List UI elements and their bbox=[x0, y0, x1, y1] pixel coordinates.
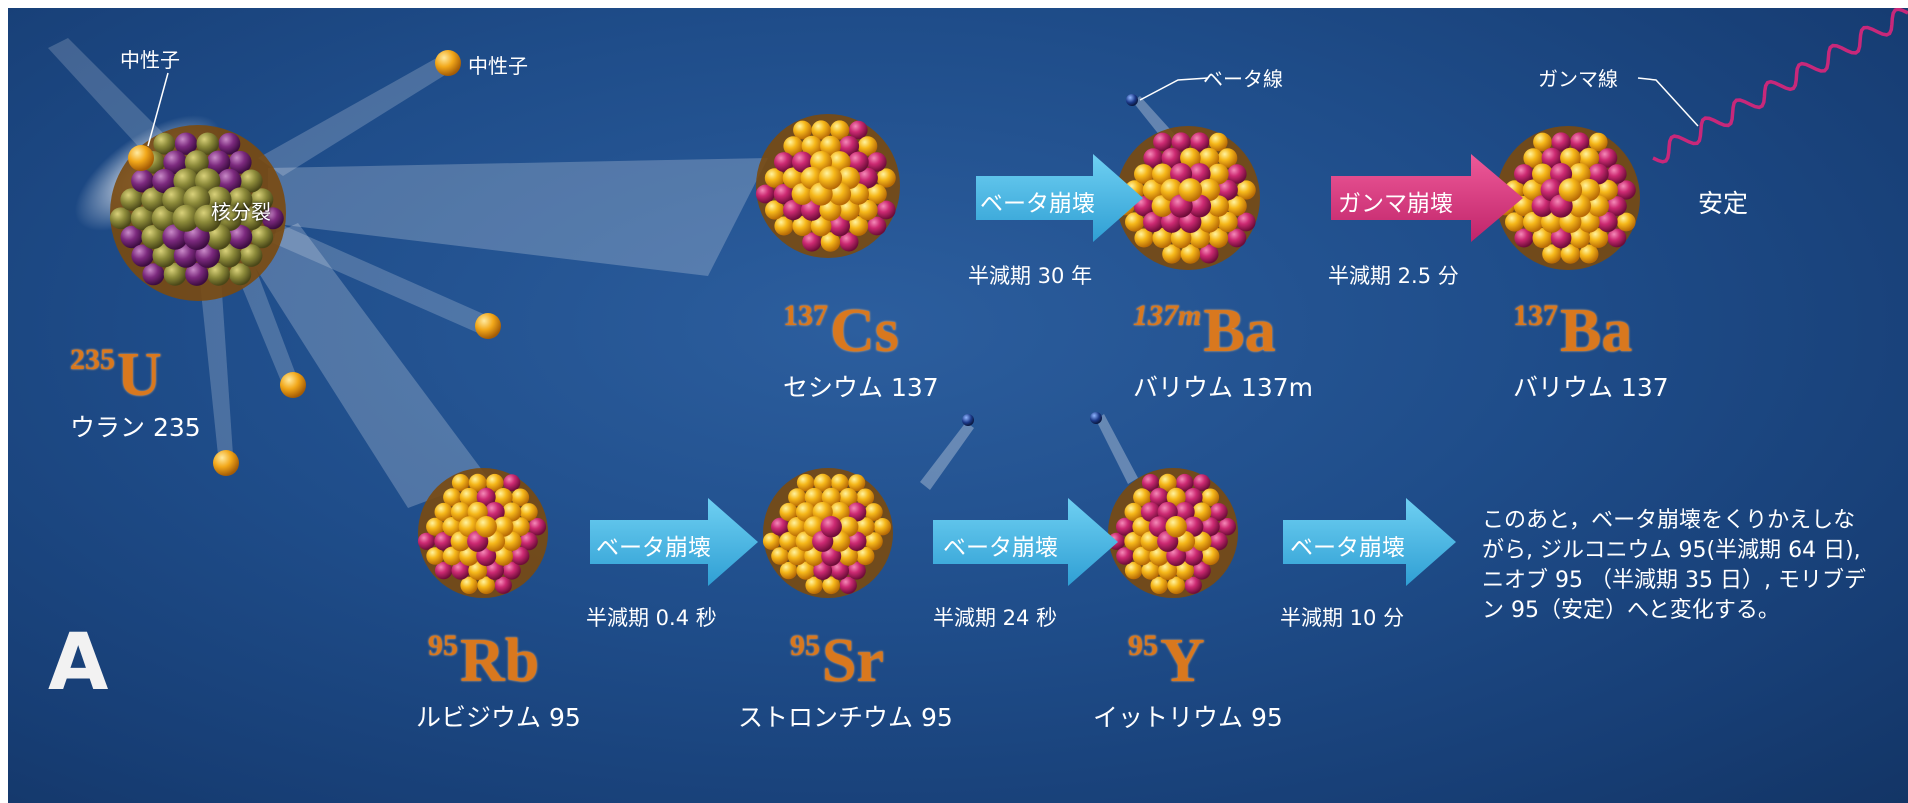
ba137m-nucleus bbox=[1115, 126, 1260, 270]
fission-label: 核分裂 bbox=[211, 200, 271, 224]
y95-name: イットリウム 95 bbox=[1093, 703, 1283, 732]
diagram-graphics bbox=[48, 8, 1908, 598]
y95-symbol: 95Y bbox=[1128, 626, 1205, 697]
rb95-element: Rb bbox=[460, 627, 540, 695]
decay-arrows bbox=[590, 154, 1523, 586]
electron-ba137m bbox=[1126, 94, 1138, 106]
ba137-nucleus bbox=[1495, 126, 1640, 270]
sr95-mass: 95 bbox=[790, 629, 820, 662]
ba137m-name: バリウム 137m bbox=[1133, 373, 1314, 402]
arrow-y-onward bbox=[1283, 498, 1456, 586]
y95-mass: 95 bbox=[1128, 629, 1158, 662]
beam-neutron-down2 bbox=[198, 263, 233, 455]
gamma-ray-callout bbox=[1637, 77, 1699, 127]
sr95-element: Sr bbox=[822, 627, 884, 695]
ba137m-decay-label: ガンマ崩壊 bbox=[1338, 191, 1453, 217]
ba137-mass: 137 bbox=[1513, 299, 1558, 332]
note-line-1: このあと，ベータ崩壊をくりかえしな bbox=[1482, 508, 1856, 533]
beta-particles bbox=[962, 94, 1138, 426]
note-line-2: がら, ジルコニウム 95(半減期 64 日), bbox=[1482, 538, 1861, 563]
neutron-top-label: 中性子 bbox=[468, 54, 528, 78]
u235-element: U bbox=[117, 341, 162, 409]
rb95-nucleus bbox=[417, 468, 548, 598]
arrow-sr-to-y bbox=[933, 498, 1118, 586]
ba137-name: バリウム 137 bbox=[1513, 373, 1669, 402]
ba137-element: Ba bbox=[1560, 297, 1633, 365]
rb-decay-label: ベータ崩壊 bbox=[596, 535, 711, 561]
sr95-nucleus bbox=[762, 468, 893, 598]
arrow-cs-to-ba137m bbox=[976, 154, 1143, 242]
panel-label: A bbox=[48, 618, 109, 708]
electron-sr95 bbox=[962, 414, 974, 426]
sr-half-life: 半減期 24 秒 bbox=[933, 606, 1058, 630]
cs-decay-label: ベータ崩壊 bbox=[980, 191, 1095, 217]
stable-label: 安定 bbox=[1698, 189, 1749, 218]
fission-beams bbox=[48, 38, 768, 508]
beam-neutron-right bbox=[273, 223, 488, 333]
ba137m-mass: 137m bbox=[1133, 299, 1202, 332]
cs137-mass: 137 bbox=[783, 299, 828, 332]
cs137-element: Cs bbox=[830, 297, 899, 365]
cs137-nucleus bbox=[755, 114, 900, 258]
decay-chain-note: このあと，ベータ崩壊をくりかえしな がら, ジルコニウム 95(半減期 64 日… bbox=[1482, 506, 1908, 626]
sr95-name: ストロンチウム 95 bbox=[738, 703, 953, 732]
gamma-ray-wave bbox=[1652, 8, 1908, 164]
decay-diagram-panel: 中性子 中性子 核分裂 ベータ線 ガンマ線 安定 235U ウラン 235 13… bbox=[8, 8, 1908, 803]
cs137-name: セシウム 137 bbox=[783, 373, 939, 402]
cs137-symbol: 137Cs bbox=[783, 296, 899, 367]
rb95-mass: 95 bbox=[428, 629, 458, 662]
rb95-name: ルビジウム 95 bbox=[416, 703, 581, 732]
arrow-ba137m-to-ba137 bbox=[1331, 154, 1523, 242]
beam-to-rb95 bbox=[243, 223, 488, 508]
callout-lines bbox=[147, 72, 1699, 147]
beam-neutron-top bbox=[258, 56, 453, 176]
neutron-left-callout bbox=[147, 72, 169, 147]
ba137m-half-life: 半減期 2.5 分 bbox=[1328, 264, 1459, 288]
ba137-symbol: 137Ba bbox=[1513, 296, 1632, 367]
rb95-symbol: 95Rb bbox=[428, 626, 539, 697]
electron-y95 bbox=[1090, 412, 1102, 424]
u235-nucleus bbox=[109, 125, 286, 301]
u235-mass: 235 bbox=[70, 343, 115, 376]
arrow-rb-to-sr bbox=[590, 498, 758, 586]
note-line-4: ン 95（安定）へと変化する。 bbox=[1482, 598, 1780, 623]
neutron-down1 bbox=[280, 372, 306, 398]
free-neutrons bbox=[128, 50, 501, 476]
sr95-symbol: 95Sr bbox=[790, 626, 884, 697]
neutron-left-label: 中性子 bbox=[120, 48, 180, 72]
neutron-top bbox=[435, 50, 461, 76]
y95-element: Y bbox=[1160, 627, 1205, 695]
beta-ray-label: ベータ線 bbox=[1203, 67, 1283, 91]
u235-name: ウラン 235 bbox=[70, 413, 201, 442]
y95-nucleus bbox=[1107, 468, 1238, 598]
beam-to-cs137 bbox=[268, 158, 768, 276]
ba137m-symbol: 137mBa bbox=[1133, 296, 1276, 367]
neutron-down2 bbox=[213, 450, 239, 476]
sr-decay-label: ベータ崩壊 bbox=[943, 535, 1058, 561]
neutron-left bbox=[128, 145, 154, 171]
ba137m-element: Ba bbox=[1203, 297, 1276, 365]
gamma-ray-label: ガンマ線 bbox=[1538, 67, 1618, 91]
beta-ray-callout bbox=[1139, 77, 1209, 101]
y-half-life: 半減期 10 分 bbox=[1280, 606, 1405, 630]
cs-half-life: 半減期 30 年 bbox=[968, 264, 1093, 288]
y-decay-label: ベータ崩壊 bbox=[1290, 535, 1405, 561]
u235-symbol: 235U bbox=[70, 340, 162, 411]
note-line-3: ニオブ 95 （半減期 35 日）, モリブデ bbox=[1482, 568, 1866, 593]
rb-half-life: 半減期 0.4 秒 bbox=[586, 606, 717, 630]
neutron-right bbox=[475, 313, 501, 339]
